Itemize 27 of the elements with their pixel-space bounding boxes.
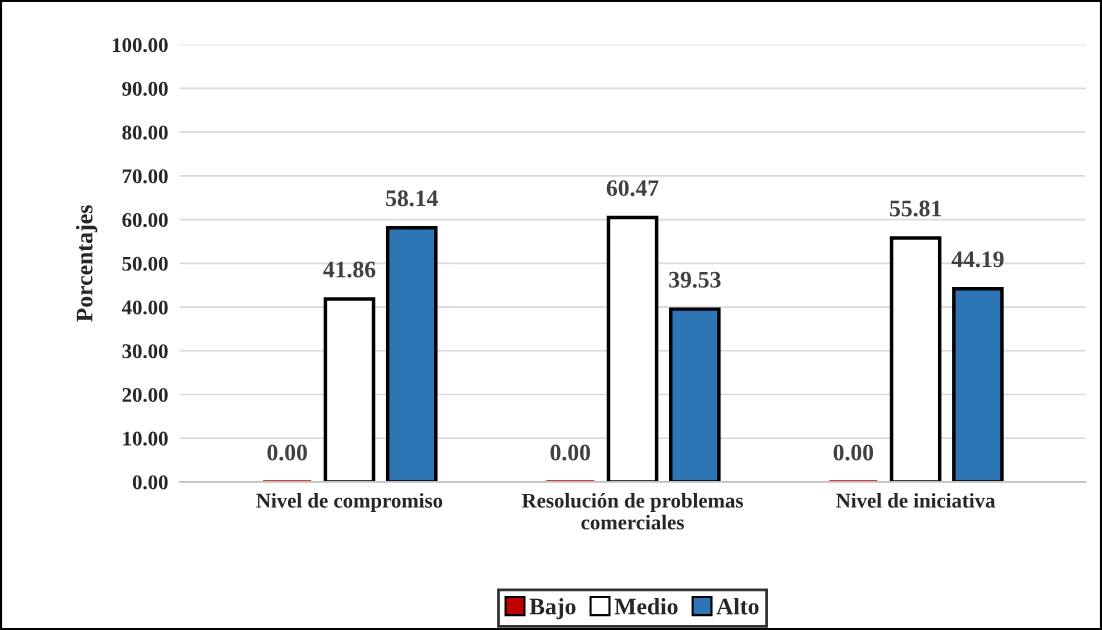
data-label: 60.47 — [606, 180, 659, 197]
x-tick-label: Nivel de iniciativa — [836, 493, 996, 508]
data-label: 0.00 — [550, 444, 591, 461]
y-tick-label: 80.00 — [122, 125, 168, 140]
data-label: 0.00 — [833, 444, 874, 461]
y-tick-label: 60.00 — [122, 212, 168, 228]
x-tick-label: Resolución de problemas comerciales — [521, 493, 743, 530]
y-tick-label: 10.00 — [123, 431, 168, 446]
y-tick-label: 100.00 — [112, 38, 168, 53]
data-label: 39.53 — [669, 271, 721, 288]
data-label: 41.86 — [323, 261, 376, 278]
y-tick-label: 90.00 — [122, 81, 168, 96]
y-tick-label: 30.00 — [122, 344, 168, 359]
legend-label: Alto — [716, 597, 759, 615]
y-tick-label: 50.00 — [122, 256, 168, 271]
y-tick-label: 70.00 — [122, 169, 168, 184]
x-tick-label: Nivel de compromiso — [256, 493, 443, 512]
data-label: 55.81 — [890, 200, 941, 217]
legend-label: Bajo — [529, 597, 576, 620]
y-tick-label: 20.00 — [122, 387, 168, 403]
data-label: 58.14 — [386, 190, 438, 207]
y-tick-label: 40.00 — [121, 300, 168, 315]
legend-label: Medio — [614, 597, 678, 615]
y-tick-label: 0.00 — [132, 475, 168, 490]
data-label: 44.19 — [951, 251, 1004, 268]
data-label: 0.00 — [267, 444, 307, 461]
y-axis-title: Porcentajes — [75, 205, 98, 322]
